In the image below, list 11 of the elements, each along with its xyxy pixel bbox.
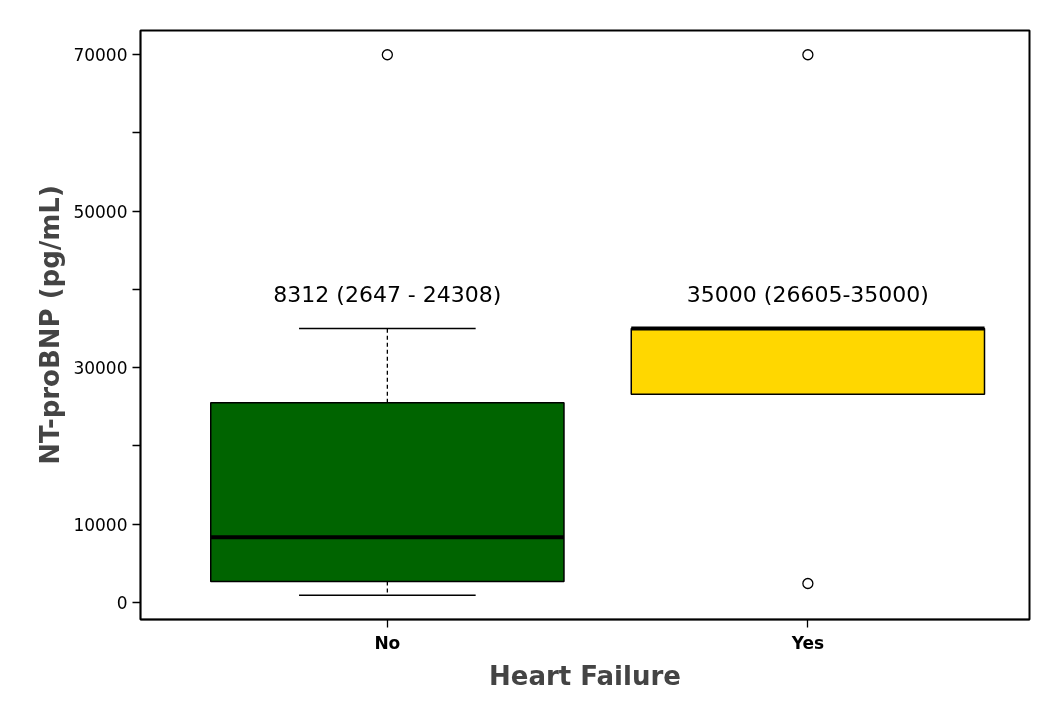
annotation: 8312 (2647 - 24308) <box>273 281 502 307</box>
y-tick-label: 10000 <box>73 514 128 535</box>
x-tick-label: Yes <box>790 632 825 653</box>
y-tick-label: 70000 <box>73 45 128 66</box>
annotation: 35000 (26605-35000) <box>686 281 929 307</box>
x-axis-title: Heart Failure <box>489 660 681 691</box>
y-tick-label: 30000 <box>73 358 128 379</box>
y-tick-label: 50000 <box>73 201 128 222</box>
y-axis-title: NT-proBNP (pg/mL) <box>35 185 66 465</box>
x-tick-label: No <box>374 632 401 653</box>
y-tick-label: 0 <box>116 592 128 613</box>
